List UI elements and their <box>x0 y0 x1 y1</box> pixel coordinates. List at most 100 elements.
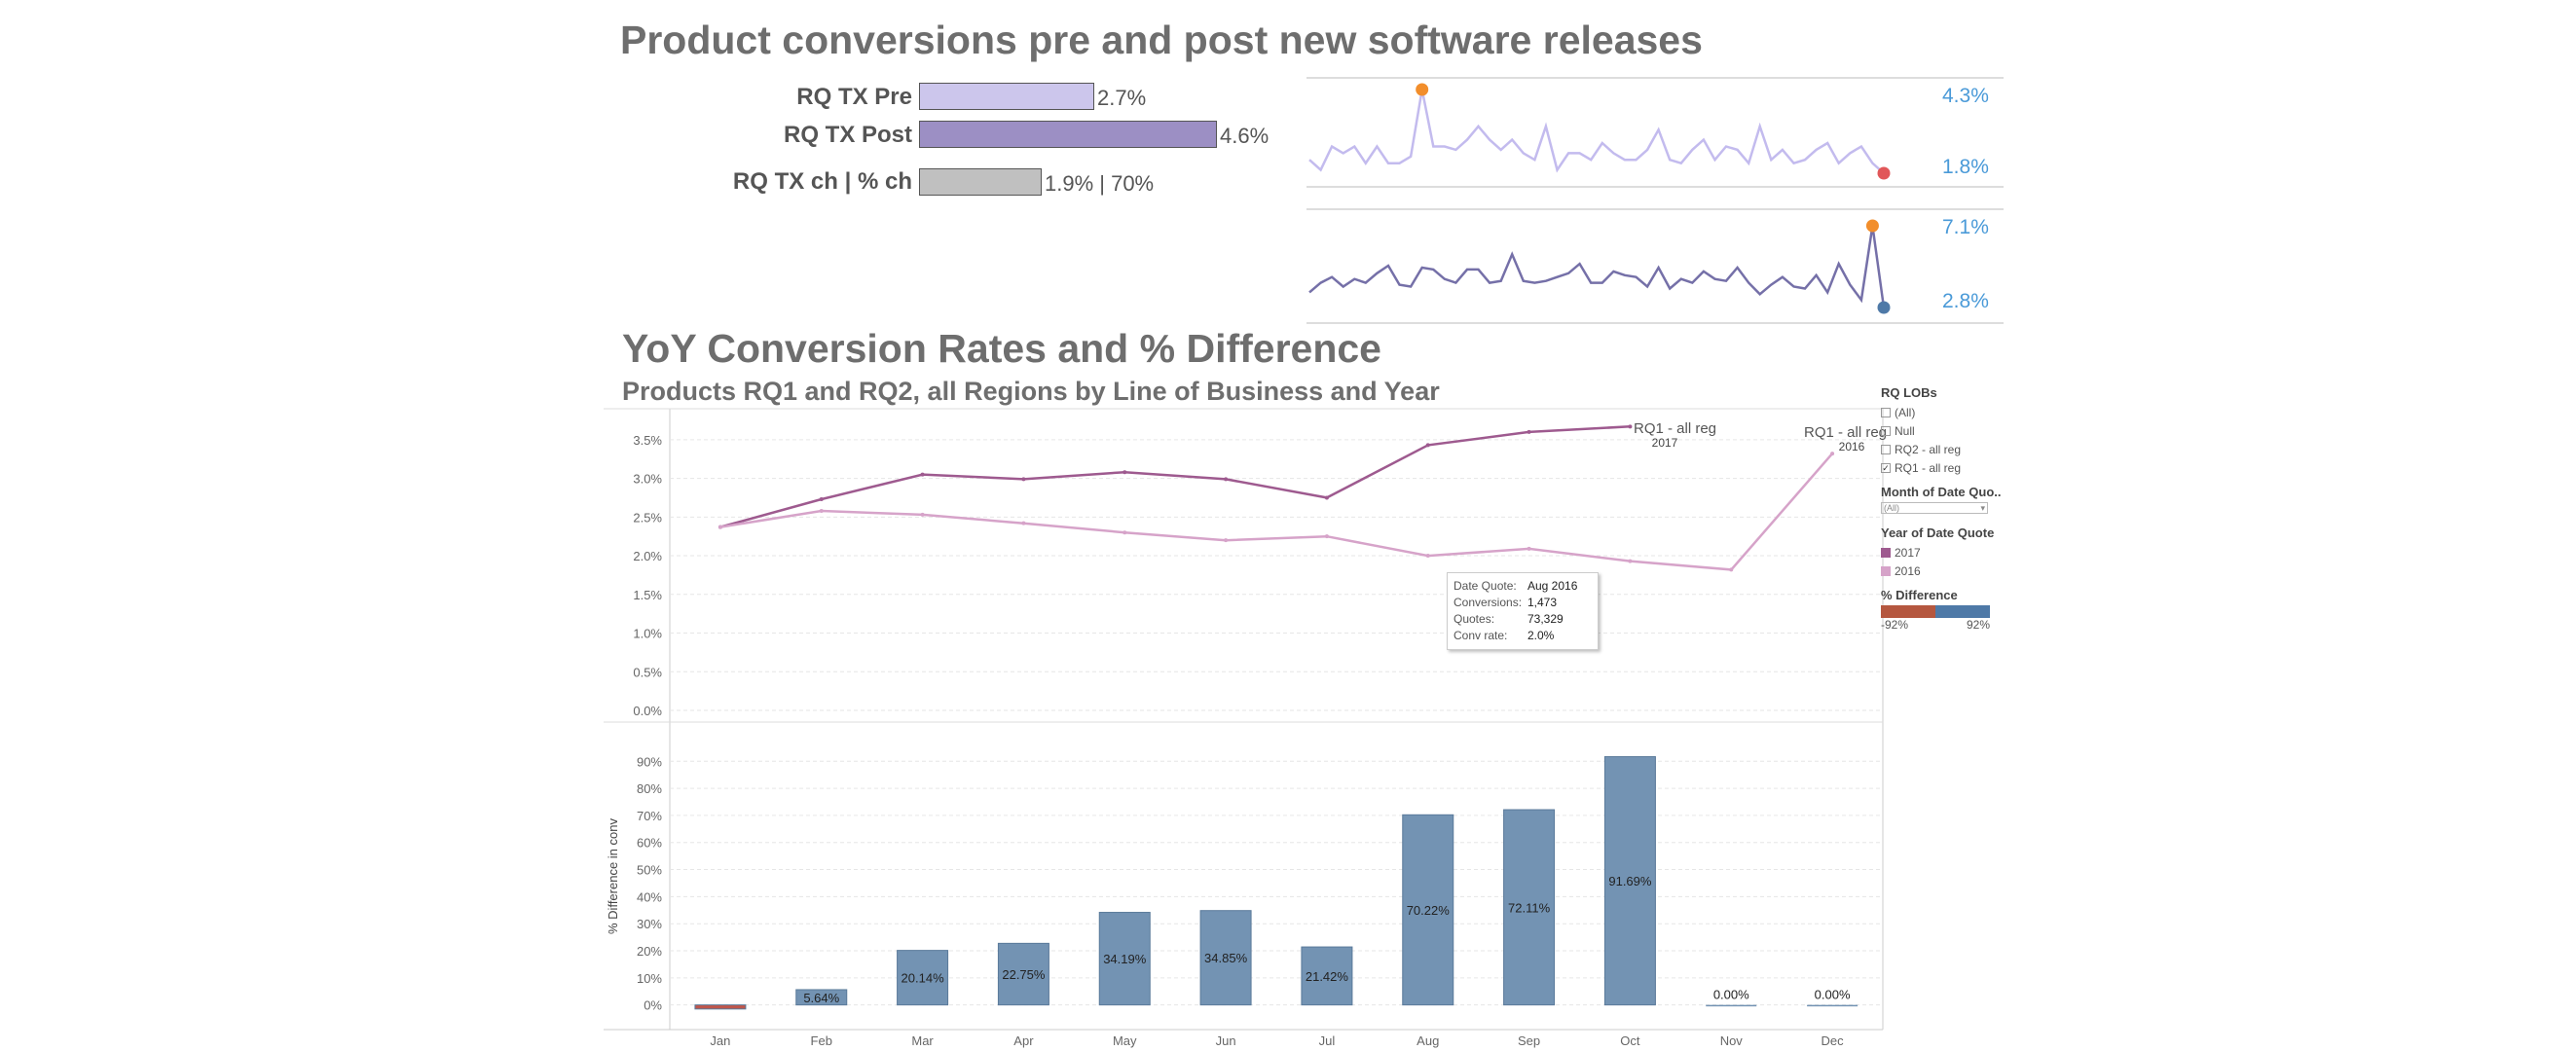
line-y-tick: 3.5% <box>633 433 662 448</box>
kpi-value-post: 4.6% <box>1220 124 1270 148</box>
bar-y-tick: 90% <box>637 754 662 769</box>
bar-label: 70.22% <box>1407 903 1451 918</box>
bar-label: 0.00% <box>1713 988 1749 1002</box>
month-filter-value: (All) <box>1884 503 1899 513</box>
bar-y-tick: 70% <box>637 809 662 823</box>
tooltip-key: Conversions: <box>1454 596 1523 609</box>
line-point[interactable] <box>1425 554 1430 559</box>
bar-y-tick: 60% <box>637 836 662 851</box>
line-point[interactable] <box>1224 477 1229 482</box>
line-point[interactable] <box>718 525 722 529</box>
checkbox-icon[interactable] <box>1881 444 1891 454</box>
dashboard-title: Product conversions pre and post new sof… <box>620 18 1703 62</box>
bar-label: 20.14% <box>902 971 945 986</box>
lob-option-all[interactable]: (All) <box>1881 403 1998 421</box>
line-y-tick: 1.0% <box>633 627 662 641</box>
bar-Apr[interactable] <box>997 942 1049 1006</box>
bar-y-tick: 10% <box>637 971 662 986</box>
kpi-bar-post[interactable] <box>919 121 1217 148</box>
line-point[interactable] <box>1628 559 1633 563</box>
line-point[interactable] <box>1527 546 1531 551</box>
line-y-tick: 1.5% <box>633 588 662 602</box>
x-tick-label: Oct <box>1620 1033 1640 1048</box>
line-point[interactable] <box>920 472 925 477</box>
bar-Nov[interactable] <box>1706 1004 1757 1007</box>
swatch-icon <box>1881 547 1891 558</box>
line-series-2016[interactable] <box>719 453 1834 571</box>
line-point[interactable] <box>1122 530 1127 535</box>
bar-label: 5.64% <box>803 991 839 1005</box>
bar-y-tick: 30% <box>637 917 662 931</box>
line-point[interactable] <box>1729 567 1734 572</box>
month-filter-dropdown[interactable]: (All) ▾ <box>1881 502 1988 514</box>
bar-Dec[interactable] <box>1807 1004 1858 1007</box>
kpi-bar-change[interactable] <box>919 168 1042 196</box>
lob-option-rq2[interactable]: RQ2 - all reg <box>1881 440 1998 458</box>
tooltip-value: Aug 2016 <box>1527 579 1578 593</box>
bar-label: 0.00% <box>1815 988 1851 1002</box>
x-tick-label: Aug <box>1417 1033 1439 1048</box>
lob-option-rq1[interactable]: ✓ RQ1 - all reg <box>1881 458 1998 477</box>
line-point[interactable] <box>1527 429 1531 434</box>
line-series-2017[interactable] <box>719 425 1631 528</box>
bar-y-tick: 40% <box>637 889 662 904</box>
sparkline-pre[interactable] <box>1308 83 1891 180</box>
line-point[interactable] <box>819 508 824 513</box>
line-point[interactable] <box>1830 452 1835 456</box>
line-point[interactable] <box>1122 470 1127 475</box>
sparkline-max-dot[interactable] <box>1416 83 1429 96</box>
bar-Aug[interactable] <box>1402 814 1454 1006</box>
bar-y-tick: 50% <box>637 863 662 878</box>
series-label: RQ1 - all reg <box>1634 420 1716 437</box>
x-tick-label: May <box>1113 1033 1137 1048</box>
bar-Jan[interactable] <box>694 1004 747 1010</box>
sparkline-post[interactable] <box>1308 219 1891 314</box>
bar-Oct[interactable] <box>1603 756 1656 1006</box>
year-legend-item[interactable]: 2017 <box>1881 543 1998 562</box>
line-y-tick: 2.5% <box>633 510 662 525</box>
x-tick-label: Apr <box>1013 1033 1034 1048</box>
x-tick-label: Jun <box>1216 1033 1236 1048</box>
kpi-label-post: RQ TX Post <box>783 122 912 148</box>
sparkline-end-dot[interactable] <box>1877 301 1891 314</box>
line-point[interactable] <box>920 512 925 517</box>
bar-y-tick: 20% <box>637 944 662 959</box>
checkbox-checked-icon[interactable]: ✓ <box>1881 462 1891 473</box>
sparkline-line <box>1308 89 1885 174</box>
line-point[interactable] <box>1324 495 1329 500</box>
bar-Jul[interactable] <box>1301 946 1353 1006</box>
chevron-down-icon: ▾ <box>1980 503 1985 513</box>
checkbox-icon[interactable] <box>1881 425 1891 436</box>
sparkline-end-dot[interactable] <box>1877 166 1891 180</box>
bar-Sep[interactable] <box>1503 809 1556 1006</box>
line-point[interactable] <box>1021 521 1026 526</box>
kpi-label-pre: RQ TX Pre <box>796 84 912 110</box>
tooltip-key: Date Quote: <box>1454 579 1517 593</box>
line-point[interactable] <box>819 497 824 502</box>
line-point[interactable] <box>1628 424 1633 429</box>
line-point[interactable] <box>1324 534 1329 539</box>
year-legend-item[interactable]: 2016 <box>1881 562 1998 580</box>
bar-May[interactable] <box>1098 912 1151 1006</box>
lob-option-null[interactable]: Null <box>1881 421 1998 440</box>
bar-Mar[interactable] <box>897 950 949 1006</box>
line-point[interactable] <box>1425 443 1430 448</box>
line-point[interactable] <box>1021 477 1026 482</box>
sparkline-pre-max: 4.3% <box>1942 85 1989 107</box>
sparkline-line <box>1308 225 1886 308</box>
bar-y-axis-label: % Difference in conv <box>606 818 620 934</box>
bar-label: 91.69% <box>1608 874 1652 888</box>
kpi-bar-pre[interactable] <box>919 83 1094 110</box>
diff-legend-max: 92% <box>1966 618 1990 632</box>
x-tick-label: Dec <box>1822 1033 1845 1048</box>
checkbox-icon[interactable] <box>1881 407 1891 417</box>
yoy-title: YoY Conversion Rates and % Difference <box>622 326 1381 371</box>
line-point[interactable] <box>1224 538 1229 543</box>
lob-option-label: Null <box>1895 423 1915 438</box>
bar-Jun[interactable] <box>1199 910 1252 1006</box>
bar-y-tick: 0% <box>644 998 662 1013</box>
bar-Feb[interactable] <box>795 989 848 1006</box>
sparkline-max-dot[interactable] <box>1865 219 1879 233</box>
kpi-value-pre: 2.7% <box>1097 86 1147 110</box>
